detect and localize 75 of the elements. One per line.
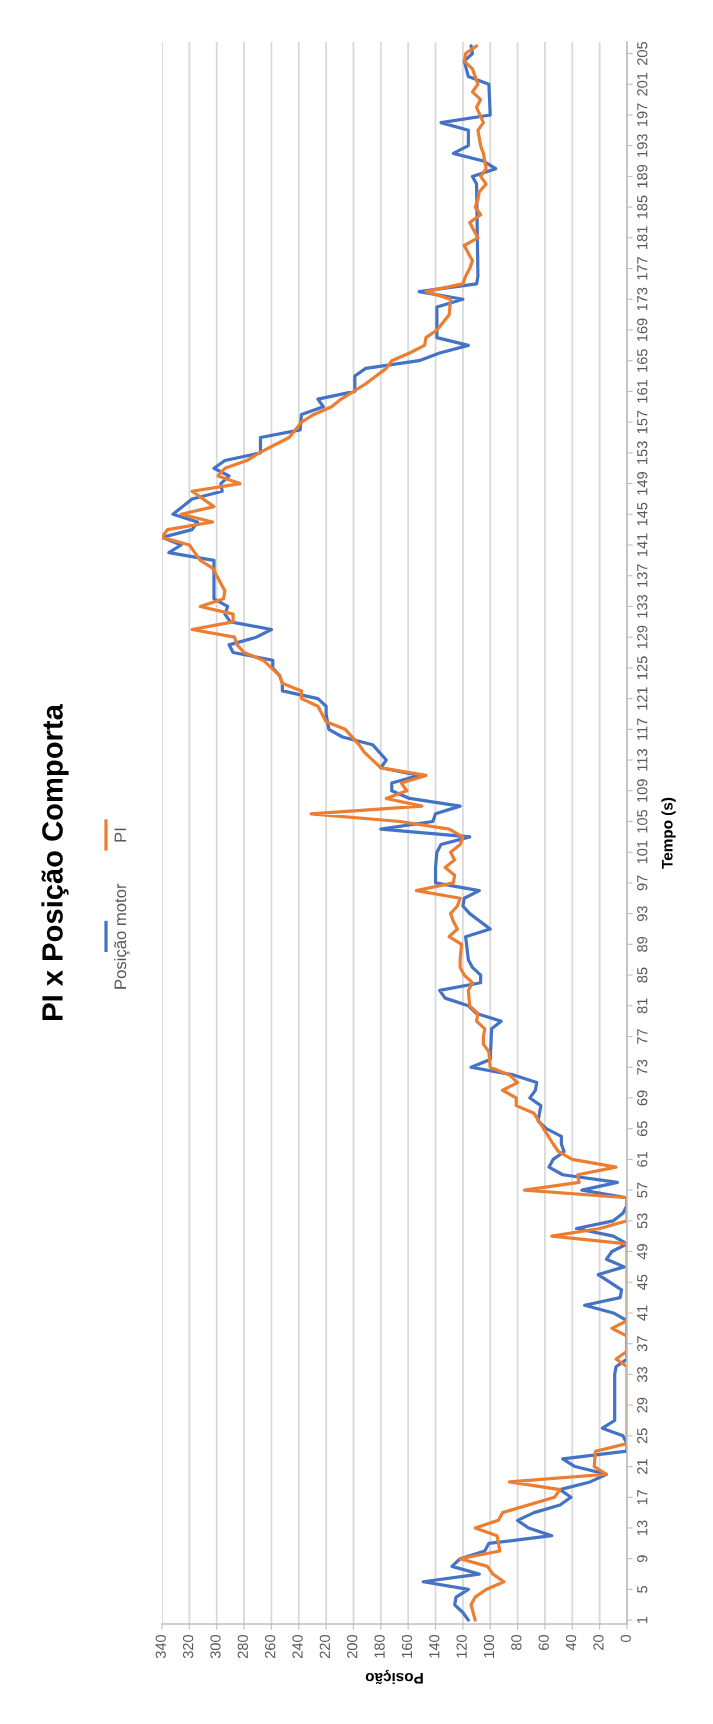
y-tick-label: 101 [637, 840, 648, 864]
x-tick-label: 340 [155, 1634, 166, 1659]
y-tick-label: 125 [637, 656, 648, 679]
x-tick-label: 240 [292, 1634, 303, 1659]
x-tick-label: 0 [620, 1634, 631, 1642]
y-tick-label: 45 [637, 1274, 648, 1291]
y-tick-label: 85 [637, 967, 648, 983]
y-tick-label: 89 [637, 936, 648, 952]
x-tick-label: 260 [265, 1634, 276, 1659]
y-tick-label: 165 [637, 349, 648, 372]
x-axis-title: Posição [365, 1669, 423, 1685]
legend-label: Posição motor [114, 883, 130, 989]
y-tick-label: 29 [637, 1397, 648, 1413]
y-tick-label: 113 [637, 749, 648, 771]
x-tick-label: 100 [483, 1634, 495, 1658]
x-tick-label: 160 [401, 1634, 413, 1658]
y-tick-label: 185 [637, 195, 648, 219]
x-tick-label: 120 [456, 1634, 467, 1658]
x-tick-label: 320 [182, 1634, 194, 1659]
y-tick-label: 33 [637, 1366, 648, 1382]
y-tick-label: 189 [637, 164, 648, 188]
y-tick-label: 193 [637, 134, 648, 157]
x-tick-label: 300 [210, 1634, 221, 1659]
y-tick-label: 149 [637, 472, 648, 495]
y-tick-label: 73 [637, 1059, 648, 1075]
y-tick-label: 177 [637, 257, 648, 280]
x-tick-label: 140 [429, 1634, 440, 1658]
y-tick-label: 121 [637, 687, 648, 710]
y-tick-label: 109 [637, 779, 648, 802]
y-tick-label: 53 [637, 1213, 648, 1229]
y-tick-label: 137 [637, 564, 648, 587]
y-tick-label: 37 [637, 1336, 648, 1352]
y-tick-label: 49 [637, 1244, 648, 1260]
y-tick-label: 201 [637, 72, 648, 96]
y-tick-label: 129 [637, 625, 648, 649]
y-tick-label: 77 [637, 1029, 648, 1044]
y-tick-label: 205 [637, 41, 648, 65]
y-tick-label: 133 [637, 594, 648, 618]
y-tick-label: 97 [637, 875, 648, 891]
y-tick-label: 197 [637, 103, 648, 127]
y-tick-label: 69 [637, 1090, 648, 1106]
y-tick-label: 21 [637, 1459, 648, 1474]
text: PI x Posição Comporta [41, 703, 69, 1020]
y-tick-label: 9 [637, 1555, 648, 1563]
y-tick-label: 65 [637, 1121, 648, 1137]
y-tick-label: 105 [637, 809, 648, 833]
y-tick-label: 181 [637, 226, 648, 249]
x-tick-label: 80 [511, 1634, 522, 1650]
y-tick-label: 41 [637, 1305, 648, 1321]
y-tick-label: 1 [637, 1616, 648, 1624]
y-tick-label: 117 [637, 718, 648, 740]
x-tick-label: 60 [538, 1634, 549, 1650]
y-tick-label: 141 [637, 533, 648, 557]
x-tick-label: 200 [347, 1634, 358, 1659]
y-tick-label: 173 [637, 287, 648, 311]
y-tick-label: 93 [637, 906, 648, 922]
x-tick-label: 40 [565, 1634, 577, 1651]
x-tick-label: 280 [237, 1634, 248, 1659]
y-tick-label: 81 [637, 998, 648, 1014]
y-tick-label: 13 [637, 1520, 648, 1535]
y-tick-label: 153 [637, 441, 648, 464]
y-axis-title: Tempo (s) [661, 797, 676, 869]
y-tick-label: 161 [637, 379, 648, 403]
x-tick-label: 180 [374, 1634, 385, 1658]
legend-label: PI [114, 828, 127, 842]
y-tick-label: 17 [637, 1489, 648, 1505]
y-tick-label: 5 [637, 1586, 648, 1593]
y-tick-label: 169 [637, 318, 648, 342]
x-tick-label: 220 [319, 1634, 331, 1659]
y-tick-label: 145 [637, 502, 648, 526]
y-tick-label: 157 [637, 410, 648, 434]
y-tick-label: 61 [637, 1151, 648, 1167]
x-tick-label: 20 [593, 1634, 604, 1650]
y-tick-label: 57 [637, 1182, 648, 1198]
y-tick-label: 25 [637, 1428, 648, 1444]
